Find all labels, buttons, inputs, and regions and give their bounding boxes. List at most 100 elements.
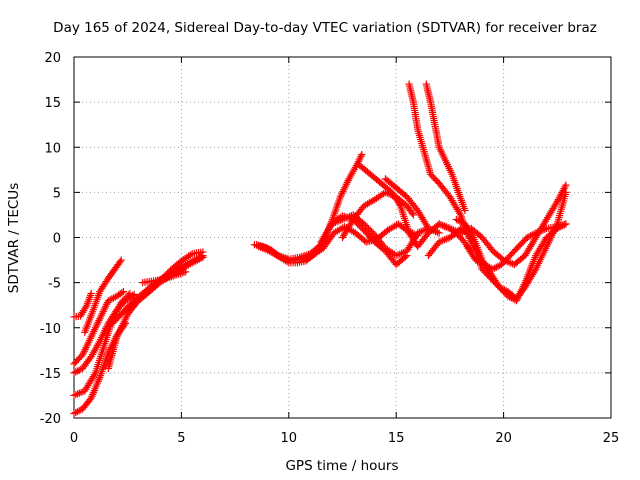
data-point (444, 224, 452, 232)
data-point (381, 188, 390, 196)
data-series (463, 220, 570, 273)
data-point (424, 224, 433, 233)
data-point (331, 218, 339, 227)
data-point (276, 253, 284, 261)
data-point (535, 227, 543, 236)
data-point (408, 209, 416, 218)
data-point (116, 257, 124, 266)
data-point (458, 228, 467, 236)
data-point (397, 249, 406, 257)
data-point (75, 389, 83, 397)
x-tick-label: 10 (281, 431, 298, 446)
y-tick-label: 10 (44, 141, 61, 156)
data-point (169, 272, 177, 280)
data-point (260, 245, 268, 253)
data-series (70, 290, 138, 377)
data-point (383, 189, 391, 197)
data-point (338, 215, 347, 224)
data-point (396, 250, 404, 258)
y-tick-label: 5 (53, 186, 61, 201)
data-point (180, 268, 188, 276)
data-series (70, 288, 128, 368)
data-point (541, 225, 549, 233)
data-point (440, 236, 449, 244)
data-point (148, 284, 156, 293)
data-series (405, 80, 471, 237)
data-point (147, 286, 155, 294)
data-point (171, 271, 179, 280)
y-tick-label: -5 (48, 277, 61, 292)
y-tick-label: 15 (44, 96, 61, 111)
data-point (298, 255, 306, 263)
data-point (435, 229, 443, 237)
data-point (305, 253, 313, 261)
data-point (435, 238, 443, 246)
data-point (186, 251, 194, 259)
y-axis-ticks: -20 -15 -10 -5 0 5 10 15 20 (40, 51, 611, 427)
y-tick-label: 20 (44, 51, 61, 66)
data-point (73, 390, 82, 398)
x-axis-ticks: 0 5 10 15 20 25 (70, 57, 619, 446)
data-point (164, 274, 172, 282)
data-point (72, 391, 80, 399)
data-point (419, 227, 427, 235)
data-series (381, 175, 433, 233)
data-series (81, 256, 125, 336)
data-point (301, 254, 309, 262)
x-tick-label: 25 (603, 431, 620, 446)
data-point (448, 225, 456, 233)
x-axis-label: GPS time / hours (285, 458, 398, 474)
data-point (173, 271, 181, 279)
data-series (124, 248, 207, 314)
data-point (162, 274, 170, 283)
data-point (539, 226, 547, 234)
data-point (335, 217, 343, 225)
data-point (385, 190, 393, 198)
y-tick-label: -15 (40, 367, 61, 382)
data-point (278, 254, 286, 262)
data-marks (70, 80, 570, 418)
data-point (532, 229, 540, 237)
data-point (442, 235, 450, 243)
data-series (338, 188, 417, 242)
data-point (165, 273, 174, 281)
x-tick-label: 20 (495, 431, 512, 446)
data-point (87, 289, 95, 298)
data-point (562, 220, 570, 228)
data-point (437, 237, 445, 245)
data-point (360, 220, 368, 228)
data-point (392, 251, 400, 260)
data-point (176, 270, 184, 278)
data-point (128, 292, 137, 300)
data-point (409, 211, 417, 219)
data-point (440, 222, 449, 230)
data-point (461, 206, 469, 215)
x-tick-label: 15 (388, 431, 405, 446)
data-point (437, 221, 445, 229)
data-point (329, 219, 338, 227)
data-point (255, 242, 263, 251)
chart-title: Day 165 of 2024, Sidereal Day-to-day VTE… (53, 20, 597, 36)
data-point (333, 218, 341, 226)
data-point (199, 248, 207, 256)
data-point (364, 225, 373, 233)
data-point (537, 227, 545, 235)
data-point (182, 268, 190, 276)
data-point (342, 214, 350, 222)
data-point (280, 254, 288, 263)
data-point (394, 251, 402, 259)
data-point (281, 255, 290, 263)
data-point (433, 228, 441, 236)
data-point (118, 289, 126, 297)
data-point (435, 220, 443, 228)
data-point (415, 228, 424, 236)
data-point (150, 283, 158, 291)
data-point (451, 227, 459, 235)
data-point (283, 256, 291, 264)
data-series (70, 289, 95, 321)
data-point (468, 232, 477, 240)
data-point (258, 244, 266, 252)
data-point (453, 227, 461, 236)
x-tick-label: 0 (70, 431, 78, 446)
data-point (328, 220, 336, 228)
